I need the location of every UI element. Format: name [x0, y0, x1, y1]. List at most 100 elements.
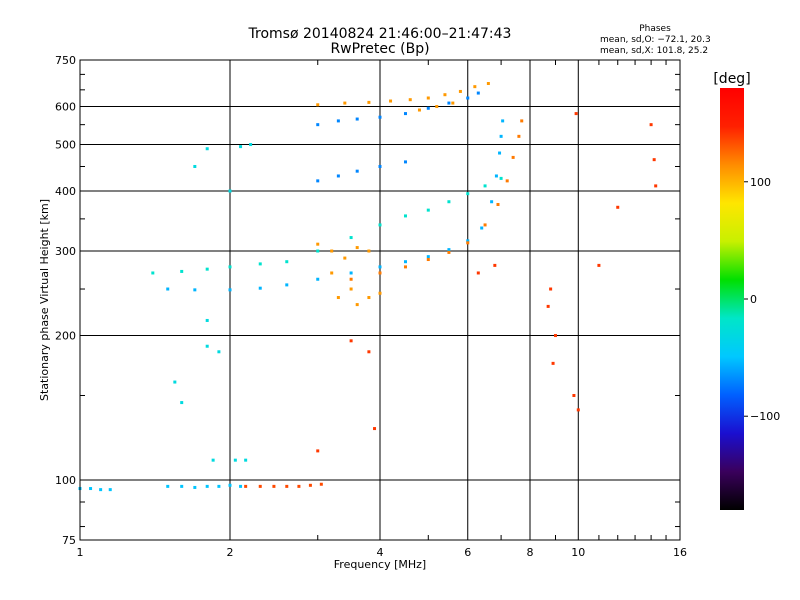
data-point	[426, 106, 430, 110]
data-point	[443, 93, 447, 97]
data-point	[343, 101, 347, 105]
data-point	[473, 85, 477, 89]
x-axis: 1 2 4 6 8 10 16	[77, 60, 687, 559]
data-point	[426, 255, 430, 259]
y-tick-label: 400	[55, 185, 76, 198]
data-point	[403, 265, 407, 269]
data-point	[466, 96, 470, 100]
colorbar-tick-label: 100	[750, 176, 771, 189]
data-point	[553, 334, 557, 338]
data-point	[180, 401, 184, 405]
data-point	[258, 484, 262, 488]
data-point	[272, 484, 276, 488]
data-point	[403, 214, 407, 218]
x-tick-label: 1	[77, 546, 84, 559]
data-point	[336, 296, 340, 300]
data-point	[378, 164, 382, 168]
data-point	[466, 192, 470, 196]
data-point	[316, 249, 320, 253]
data-point	[426, 96, 430, 100]
data-point	[451, 101, 455, 105]
data-point	[378, 265, 382, 269]
data-point	[297, 484, 301, 488]
data-point	[349, 287, 353, 291]
data-point	[505, 179, 509, 183]
data-point	[499, 176, 503, 180]
data-point	[389, 99, 393, 103]
data-point	[233, 458, 237, 462]
data-point	[180, 269, 184, 273]
data-point	[228, 483, 232, 487]
data-point	[447, 248, 451, 252]
data-point	[258, 262, 262, 266]
data-point	[205, 318, 209, 322]
data-point	[490, 200, 494, 204]
data-point	[193, 485, 197, 489]
data-point	[239, 145, 243, 149]
data-point	[447, 101, 451, 105]
colorbar	[720, 88, 744, 510]
data-point	[355, 246, 359, 250]
data-point	[316, 277, 320, 281]
data-point	[654, 184, 658, 188]
data-point	[597, 263, 601, 267]
data-point	[378, 271, 382, 275]
data-point	[520, 119, 524, 123]
colorbar-tick-label: −100	[750, 410, 780, 423]
data-point	[480, 226, 484, 230]
data-point	[217, 484, 221, 488]
data-point	[493, 263, 497, 267]
y-tick-label: 100	[55, 474, 76, 487]
data-point	[228, 288, 232, 292]
data-point	[205, 484, 209, 488]
data-point	[476, 271, 480, 275]
data-points	[78, 82, 658, 492]
data-point	[408, 98, 412, 102]
data-point	[205, 147, 209, 151]
data-point	[499, 134, 503, 138]
data-point	[349, 277, 353, 281]
data-point	[166, 484, 170, 488]
data-point	[173, 380, 177, 384]
data-point	[426, 258, 430, 262]
x-tick-label: 6	[464, 546, 471, 559]
data-point	[108, 488, 112, 492]
data-point	[652, 158, 656, 162]
data-point	[316, 123, 320, 127]
data-point	[403, 260, 407, 264]
data-point	[89, 487, 93, 491]
y-axis-label: Stationary phase Virtual Height [km]	[38, 199, 51, 401]
y-axis: 75 100 200 300 400 500 600 750	[55, 54, 680, 547]
data-point	[319, 482, 323, 486]
data-point	[367, 100, 371, 104]
data-point	[249, 143, 253, 147]
data-point	[373, 427, 377, 431]
data-point	[403, 160, 407, 164]
chart-subtitle: RwPretec (Bp)	[330, 41, 430, 57]
data-point	[447, 250, 451, 254]
data-point	[217, 350, 221, 354]
data-point	[426, 208, 430, 212]
data-point	[574, 112, 578, 116]
data-point	[316, 242, 320, 246]
data-point	[367, 296, 371, 300]
data-point	[403, 112, 407, 116]
data-point	[483, 223, 487, 227]
x-axis-label: Frequency [MHz]	[334, 558, 426, 571]
data-point	[349, 339, 353, 343]
data-point	[211, 458, 215, 462]
grid-lines	[80, 60, 680, 540]
data-point	[494, 174, 498, 178]
x-tick-label: 16	[673, 546, 687, 559]
data-point	[458, 89, 462, 93]
data-point	[355, 169, 359, 173]
data-point	[498, 151, 502, 155]
y-tick-label: 300	[55, 245, 76, 258]
data-point	[447, 200, 451, 204]
x-tick-label: 4	[377, 546, 384, 559]
data-point	[549, 287, 553, 291]
data-point	[378, 291, 382, 295]
data-point	[336, 119, 340, 123]
data-point	[205, 344, 209, 348]
